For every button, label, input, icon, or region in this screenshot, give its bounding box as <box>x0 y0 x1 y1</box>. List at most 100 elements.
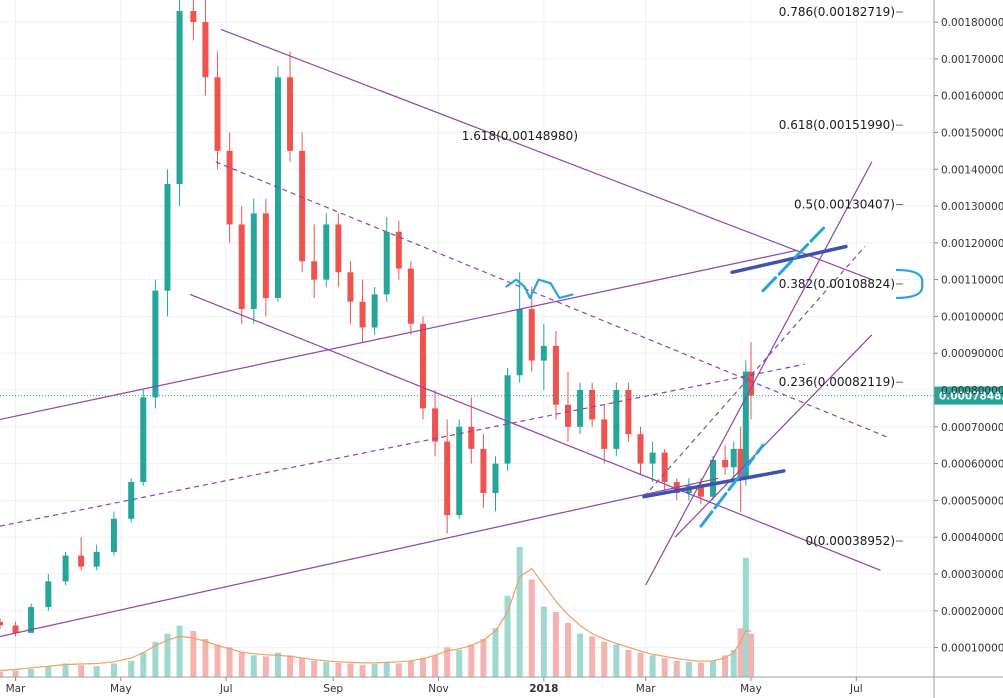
volume-bar <box>673 660 680 677</box>
candle-body <box>93 551 100 567</box>
volume-bar <box>383 661 390 677</box>
y-tick-label: 0.00140000 <box>941 164 1003 176</box>
candle-body <box>78 555 85 567</box>
fib-label: 0.618(0.00151990) <box>779 118 895 132</box>
volume-bar <box>468 644 475 677</box>
y-tick-label: 0.00170000 <box>941 54 1003 66</box>
candle-body <box>564 404 571 427</box>
fib-label: 0.786(0.00182719) <box>779 5 895 19</box>
volume-bar <box>28 668 35 677</box>
volume-bar <box>164 633 171 677</box>
candle-body <box>456 426 463 516</box>
candle-body <box>737 448 744 479</box>
dashed-trendline <box>643 246 866 498</box>
dashed-trendline <box>215 161 890 439</box>
candle-body <box>0 621 3 626</box>
candle-body <box>432 408 439 442</box>
volume-bar <box>0 671 3 677</box>
y-tick-label: 0.00050000 <box>941 495 1003 507</box>
volume-bar <box>661 658 668 677</box>
candle-body <box>359 301 366 328</box>
last-price-tag <box>934 386 1003 405</box>
candle-body <box>540 345 547 361</box>
volume-bar <box>152 641 159 677</box>
candle-body <box>202 22 209 78</box>
volume-bar <box>637 652 644 677</box>
y-tick-label: 0.00090000 <box>941 348 1003 360</box>
x-tick-label: Jul <box>849 683 863 695</box>
volume-bar <box>407 660 414 677</box>
candle-body <box>395 231 402 269</box>
volume-bar <box>262 656 269 677</box>
candle-body <box>250 213 257 310</box>
volume-bar <box>589 636 596 677</box>
volume-bar <box>456 649 463 677</box>
x-tick-label: 2018 <box>529 683 558 695</box>
x-tick-label: Mar <box>6 683 26 695</box>
candle-body <box>710 459 717 497</box>
volume-bar <box>432 655 439 677</box>
volume-bar <box>737 628 744 677</box>
y-tick-label: 0.00060000 <box>941 459 1003 471</box>
x-tick-label: Jul <box>219 683 233 695</box>
y-tick-label: 0.00010000 <box>941 643 1003 655</box>
volume-bar <box>395 663 402 677</box>
candle-body <box>226 150 233 225</box>
volume-ma-line <box>0 567 751 672</box>
y-tick-label: 0.00080000 <box>941 385 1003 397</box>
volume-bar <box>347 663 354 677</box>
volume-bar <box>140 652 147 677</box>
candle-body <box>480 448 487 494</box>
volume-bar <box>625 649 632 677</box>
volume-bar <box>552 612 559 677</box>
candle-body <box>637 434 644 464</box>
candle-body <box>214 77 221 151</box>
volume-bar <box>299 658 306 677</box>
volume-bar <box>238 652 245 677</box>
candle-body <box>299 150 306 262</box>
marker-line <box>761 226 826 293</box>
candle-body <box>238 224 245 310</box>
candle-body <box>552 345 559 405</box>
y-tick-label: 0.00180000 <box>941 17 1003 29</box>
candle-body <box>722 459 729 468</box>
volume-bar <box>128 660 135 677</box>
volume-bar <box>274 652 281 677</box>
bracket-annotation <box>895 268 924 300</box>
volume-bar <box>730 649 737 677</box>
candle-body <box>589 390 596 420</box>
volume-bar <box>419 658 426 677</box>
trendline <box>0 477 719 638</box>
candle-body <box>347 272 354 302</box>
fib-label: 0.5(0.00130407) <box>794 198 895 212</box>
candle-body <box>62 555 69 582</box>
support-line <box>642 469 786 499</box>
y-tick-label: 0.00120000 <box>941 238 1003 250</box>
volume-bar <box>577 633 584 677</box>
candle-body <box>661 452 668 482</box>
volume-bar <box>685 661 692 677</box>
x-tick-label: Sep <box>323 683 343 695</box>
candle-body <box>12 625 19 633</box>
volume-bar <box>742 557 749 677</box>
candle-body <box>625 390 632 435</box>
candle-body <box>164 183 171 291</box>
candle-body <box>492 463 499 494</box>
fib-label: 0.236(0.00082119) <box>779 375 895 389</box>
candle-body <box>176 11 183 184</box>
volume-bar <box>176 625 183 677</box>
y-tick-label: 0.00100000 <box>941 311 1003 323</box>
candle-body <box>190 11 197 23</box>
volume-bar <box>697 662 704 677</box>
y-tick-label: 0.00130000 <box>941 201 1003 213</box>
volume-bar <box>323 661 330 677</box>
candle-body <box>287 77 294 151</box>
volume-bar <box>747 633 754 677</box>
x-tick-label: Nov <box>428 683 449 695</box>
volume-bar <box>492 628 499 677</box>
candle-body <box>110 518 117 552</box>
trendline <box>220 28 873 281</box>
volume-bar <box>78 665 85 677</box>
